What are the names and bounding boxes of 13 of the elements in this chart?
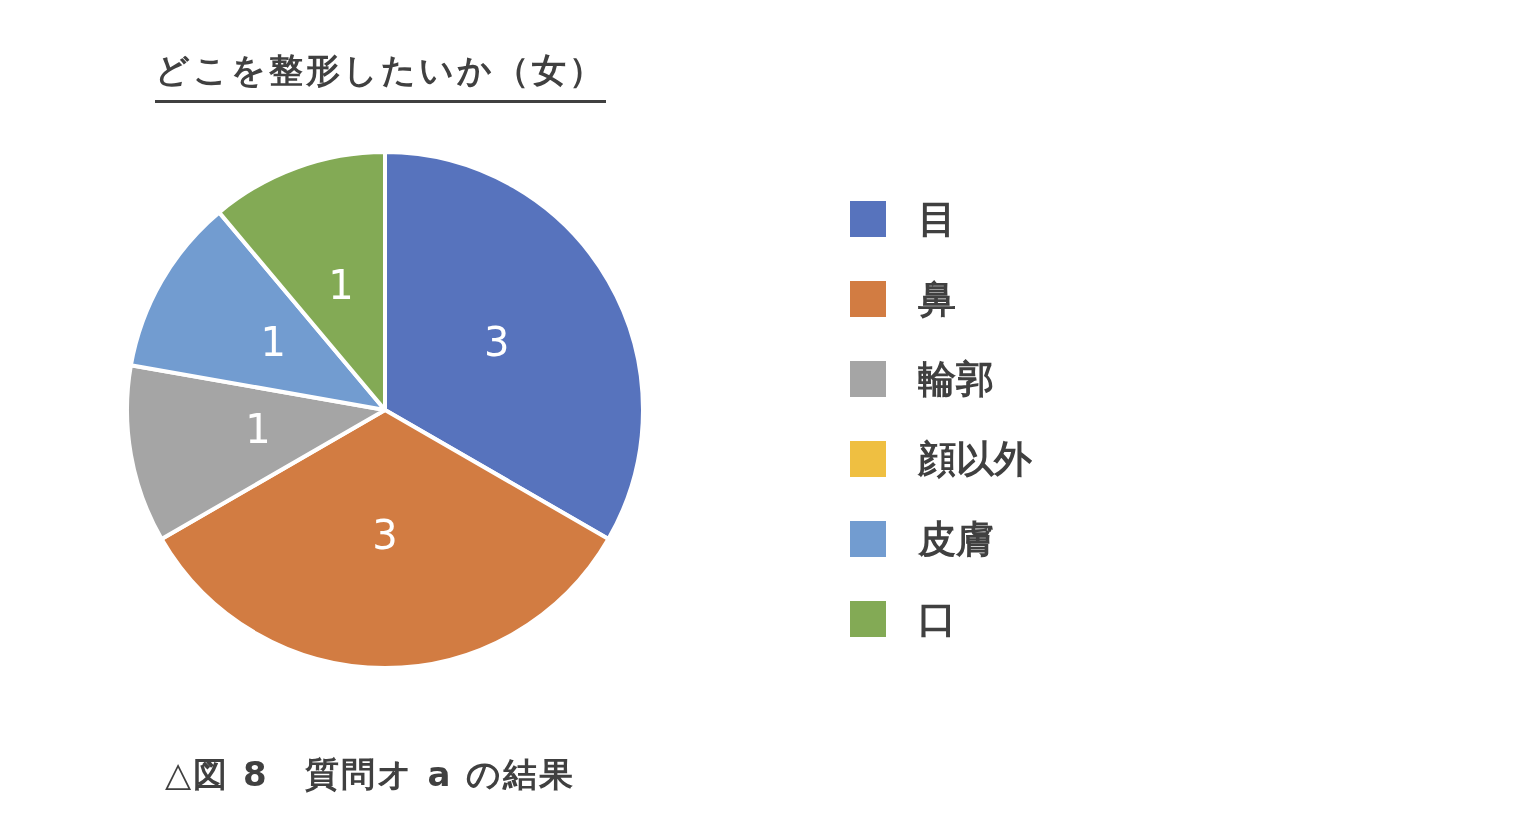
data-label: 1 bbox=[328, 262, 354, 309]
data-label: 1 bbox=[245, 405, 271, 452]
legend-label: 目 bbox=[918, 195, 956, 243]
legend-label: 口 bbox=[918, 595, 956, 643]
legend-label: 顔以外 bbox=[918, 435, 1032, 483]
data-label: 3 bbox=[372, 512, 398, 559]
legend-label: 輪郭 bbox=[918, 355, 994, 403]
data-label: 3 bbox=[483, 318, 510, 365]
text: △図 8 質問オ a の結果 bbox=[165, 753, 576, 796]
chart-title: どこを整形したいか（女） bbox=[155, 48, 606, 103]
data-label: 1 bbox=[260, 318, 287, 365]
legend-label: 鼻 bbox=[918, 275, 956, 323]
legend-label: 皮膚 bbox=[918, 515, 994, 563]
